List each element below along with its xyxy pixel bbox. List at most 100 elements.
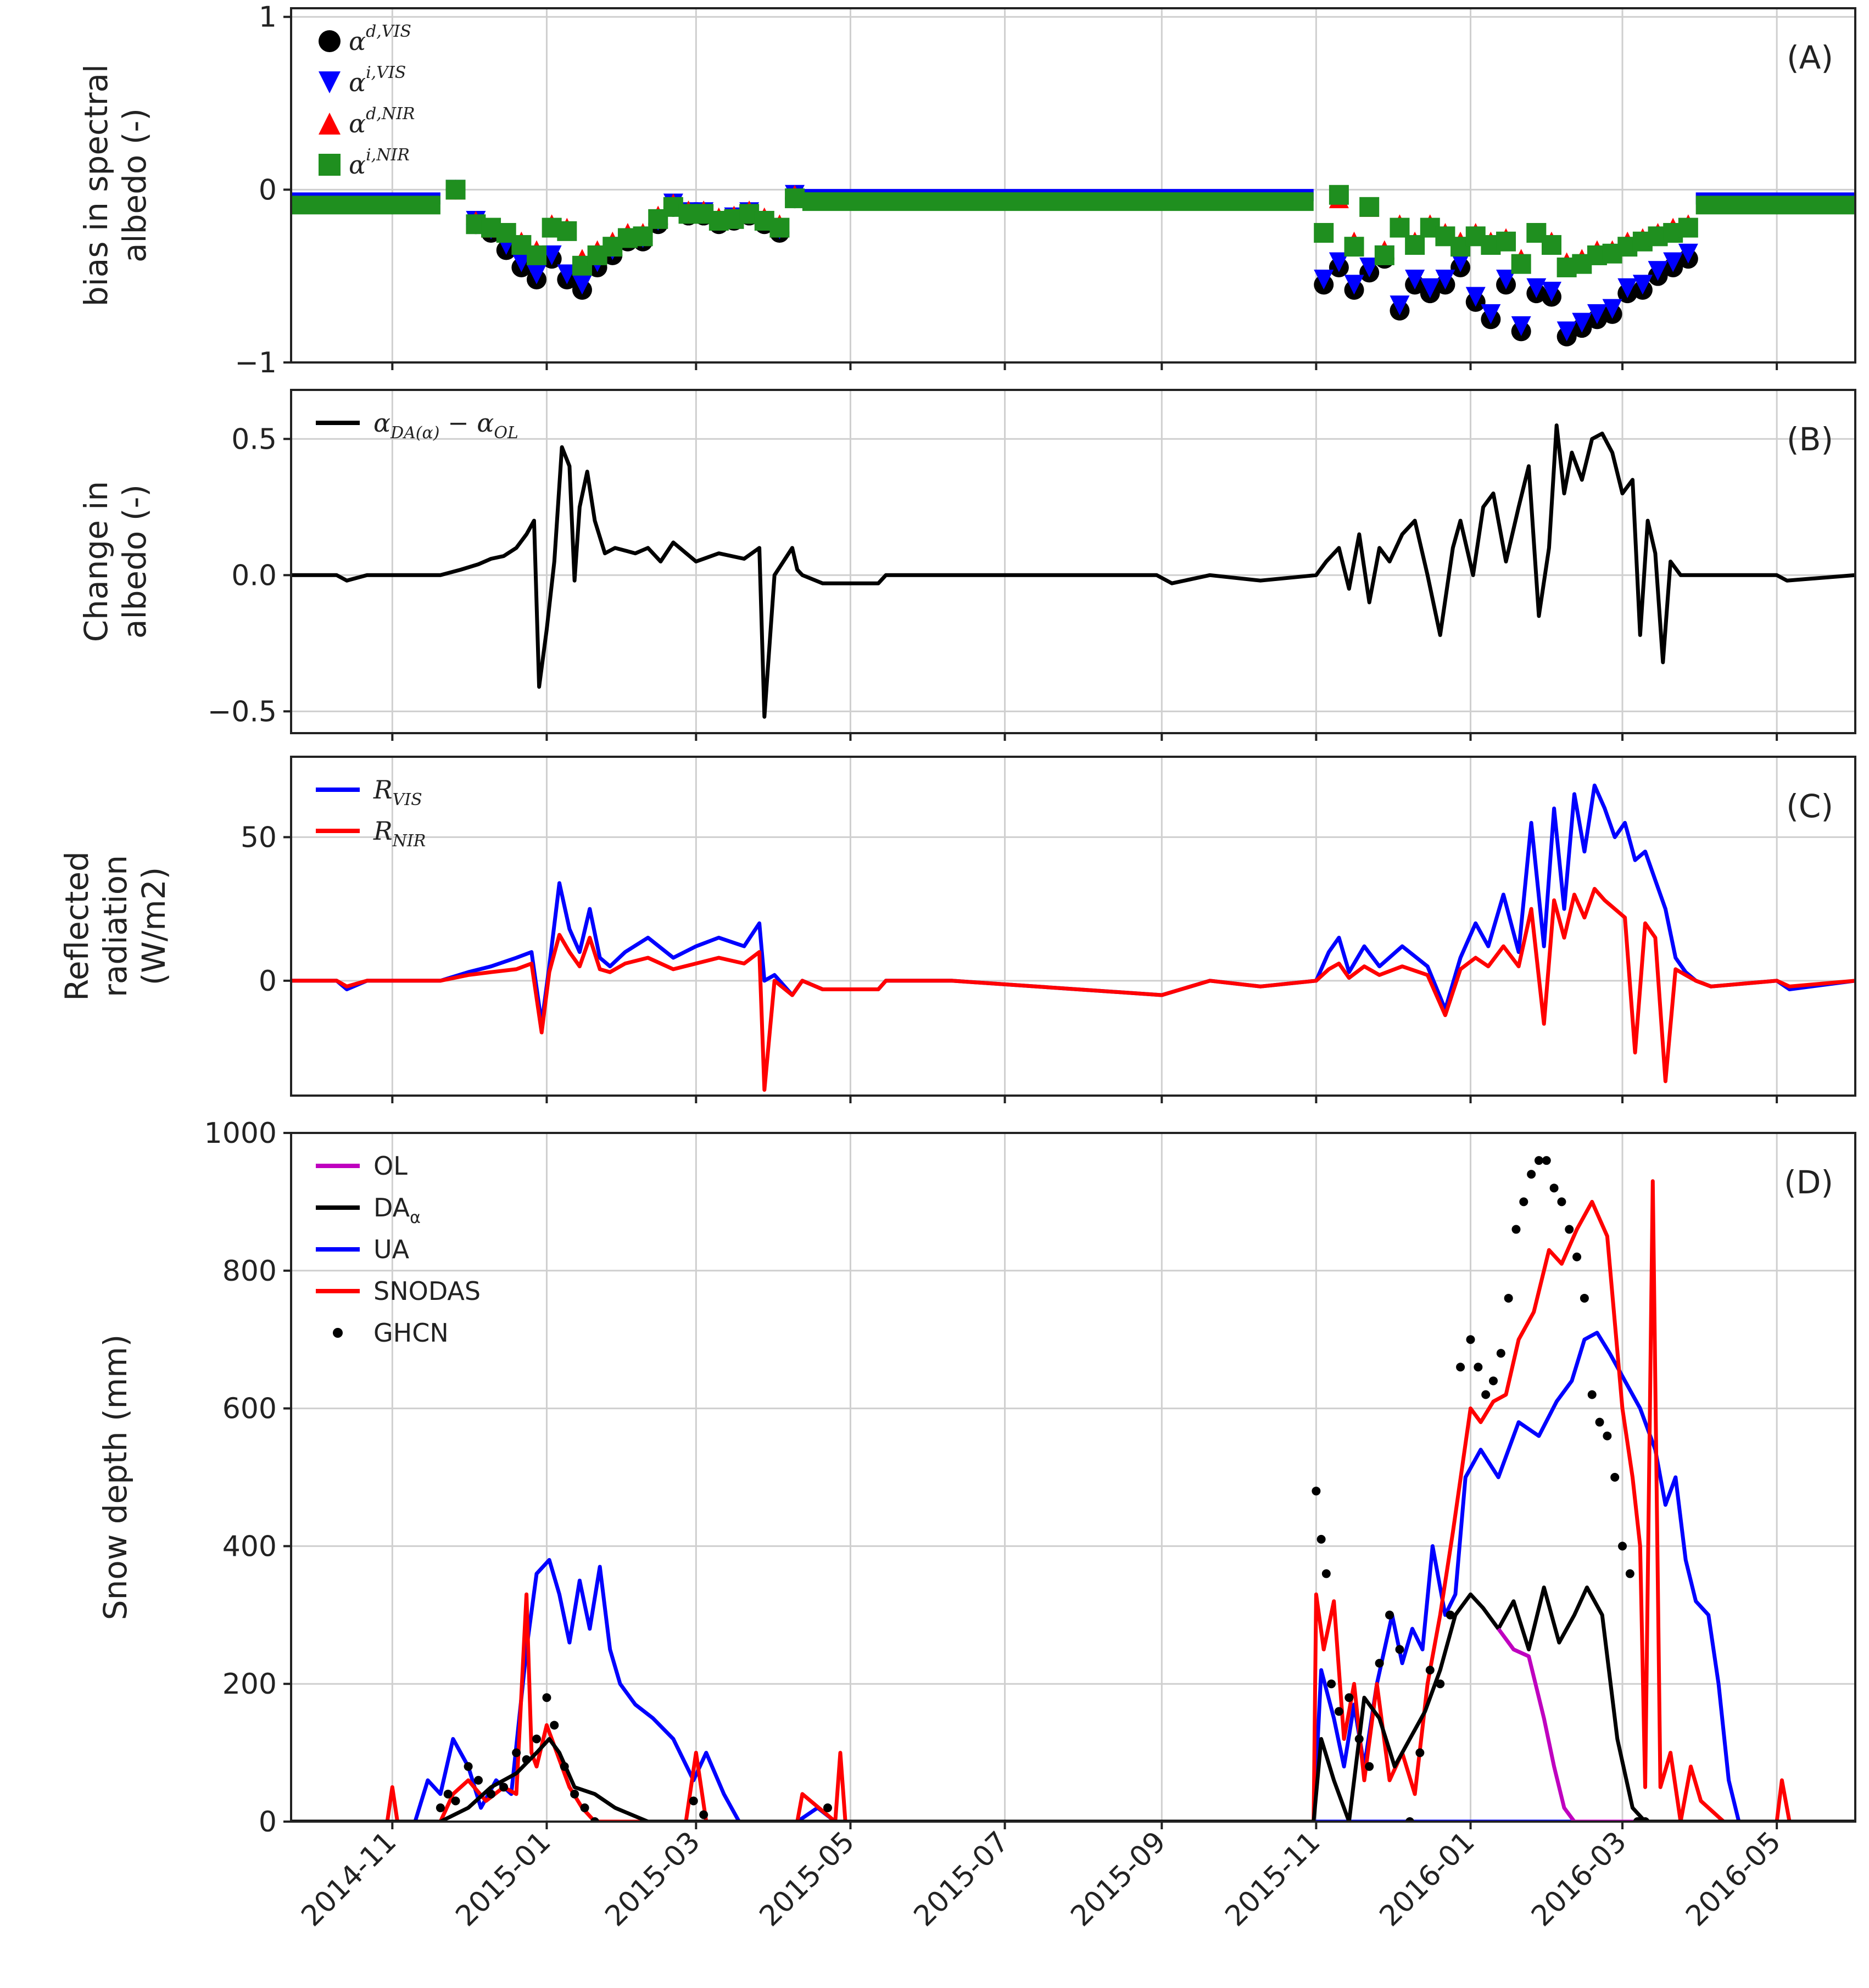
legend-sub: NIR	[392, 831, 426, 851]
legend-label: RVIS	[373, 775, 422, 809]
ghcn-point	[1572, 1252, 1582, 1261]
ghcn-point	[1618, 1542, 1627, 1551]
panel-c-grid	[291, 757, 1855, 1096]
panel-b-yticks: 0.5 0.0 −0.5	[208, 423, 291, 728]
panel-a-point	[1344, 237, 1364, 257]
panel-a-point	[511, 252, 532, 272]
ghcn-point	[1580, 1293, 1589, 1303]
ghcn-point	[823, 1803, 832, 1812]
ghcn-point	[1312, 1487, 1321, 1496]
ghcn-point	[1527, 1170, 1536, 1179]
ghcn-point	[464, 1762, 473, 1771]
panel-a-point	[633, 226, 653, 247]
x-tick-label: 2016-01	[1374, 1825, 1481, 1933]
ghcn-point	[1625, 1569, 1634, 1578]
panel-c-ylabel: Reflectedradiation(W/m2)	[58, 851, 172, 1001]
panel-a-point	[1314, 223, 1334, 243]
panel-c-tag: (C)	[1786, 788, 1833, 825]
panel-c-ylabel-line: radiation	[97, 855, 134, 997]
legend-sub: DA(α)	[390, 423, 439, 443]
panel-c: 50 0 Reflectedradiation(W/m2) (C) RVIS RNI…	[58, 756, 1856, 1103]
x-tick-label: 2015-07	[908, 1825, 1016, 1933]
panel-a-point	[527, 245, 547, 265]
panel-d-yticks: 1000 800 600 400 200 0	[204, 1117, 291, 1839]
panel-c-yticks: 50 0	[241, 821, 291, 998]
panel-a-xticks	[391, 362, 1778, 370]
x-tick-label: 2016-05	[1680, 1825, 1787, 1933]
ghcn-point	[1344, 1693, 1354, 1702]
panel-a-ylabel: bias in spectralalbedo (-)	[77, 64, 153, 306]
panel-a-ylabel-line: bias in spectral	[77, 64, 115, 306]
panel-a-point	[445, 180, 466, 200]
ghcn-point	[1603, 1431, 1612, 1440]
ghcn-point	[512, 1748, 521, 1757]
panel-a-point	[1390, 295, 1410, 316]
legend-label: SNODAS	[373, 1276, 481, 1306]
x-tick-label: 2016-03	[1525, 1825, 1633, 1933]
legend-marker	[319, 154, 341, 176]
ghcn-point	[451, 1796, 460, 1806]
panel-d-legend: OL DAα UA SNODAS GHCN	[316, 1151, 481, 1348]
ghcn-point	[487, 1789, 496, 1799]
panel-d-frame	[290, 1132, 1856, 1823]
panel-d-series-line	[291, 1179, 1855, 1822]
panel-a-ylabel-line: albedo (-)	[116, 108, 153, 263]
panel-b: 0.5 0.0 −0.5 Change inalbedo (-) (B) αDA(α…	[77, 389, 1856, 741]
panel-a-point	[1587, 304, 1607, 324]
ghcn-point	[1481, 1390, 1491, 1399]
legend-sup: d,NIR	[366, 104, 415, 124]
ghcn-point	[1321, 1569, 1331, 1578]
panel-b-ytick-label: 0.5	[231, 423, 277, 456]
panel-a-point	[1617, 278, 1638, 298]
panel-d-ytick-label: 0	[259, 1806, 277, 1839]
panel-a-point	[1511, 316, 1531, 336]
ghcn-point	[550, 1721, 559, 1730]
legend-label: αd,VIS	[349, 22, 411, 56]
ghcn-point	[474, 1775, 483, 1785]
ghcn-point	[570, 1789, 579, 1799]
panel-a-point	[1329, 185, 1349, 205]
panel-d-series-line	[291, 1585, 1855, 1822]
legend-label: αi,NIR	[349, 146, 410, 180]
ghcn-point	[1519, 1197, 1528, 1207]
legend-label: OL	[373, 1151, 408, 1181]
ghcn-point	[1415, 1748, 1425, 1757]
panel-c-frame	[290, 756, 1856, 1097]
legend-point	[333, 1328, 343, 1338]
panel-a-point	[1541, 235, 1561, 255]
panel-a-point	[1359, 257, 1380, 277]
ghcn-point	[1446, 1610, 1455, 1620]
x-tick-label: 2015-03	[599, 1825, 706, 1933]
ghcn-point	[1534, 1156, 1543, 1165]
panel-d-ytick-label: 400	[222, 1530, 277, 1563]
panel-a-point	[1481, 304, 1501, 324]
ghcn-point	[1610, 1473, 1620, 1482]
legend-label: αDA(α) − αOL	[373, 408, 518, 443]
panel-c-ylabel-line: (W/m2)	[135, 867, 172, 986]
panel-b-series-line	[291, 423, 1855, 719]
ghcn-point	[443, 1789, 453, 1799]
panel-d-ylabel: Snow depth (mm)	[97, 1334, 134, 1620]
x-tick-label: 2014-11	[295, 1825, 403, 1933]
panel-a-ytick-label: 0	[259, 174, 277, 206]
legend-label: GHCN	[373, 1318, 449, 1348]
legend-marker	[319, 71, 341, 93]
panel-d-tag: (D)	[1784, 1164, 1833, 1201]
panel-a-point	[542, 245, 562, 265]
ghcn-point	[1496, 1349, 1505, 1358]
legend-label: UA	[373, 1235, 410, 1264]
ghcn-point	[532, 1734, 542, 1744]
panel-a-point	[1572, 312, 1592, 333]
panel-d-series-line	[1312, 1331, 1855, 1822]
ghcn-point	[1385, 1610, 1394, 1620]
panel-b-frame	[290, 389, 1856, 734]
panel-c-ytick-label: 0	[259, 965, 277, 998]
legend-sub: VIS	[393, 790, 422, 809]
panel-a-point	[557, 264, 577, 284]
panel-a-point	[1359, 197, 1380, 217]
ghcn-point	[1395, 1645, 1404, 1654]
ghcn-point	[560, 1762, 569, 1771]
panel-b-marks	[291, 423, 1855, 719]
legend-sup: d,VIS	[366, 22, 411, 41]
